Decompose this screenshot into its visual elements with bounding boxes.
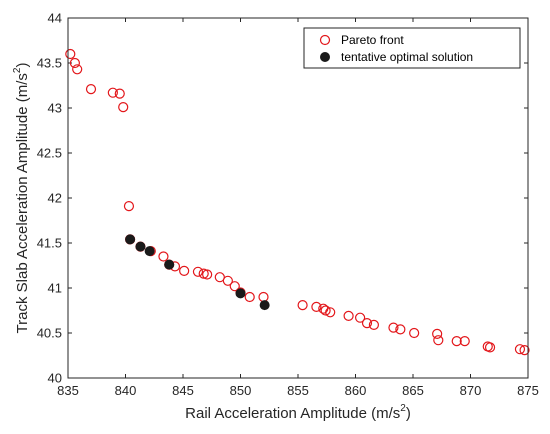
pareto-point bbox=[320, 305, 331, 316]
legend-label-tentative-optimal: tentative optimal solution bbox=[341, 50, 473, 64]
pareto-point bbox=[451, 336, 462, 347]
data-markers bbox=[65, 48, 530, 356]
pareto-point bbox=[343, 310, 354, 321]
pareto-point bbox=[192, 266, 204, 277]
pareto-point bbox=[202, 269, 213, 280]
pareto-point bbox=[388, 322, 399, 333]
pareto-point bbox=[514, 344, 526, 355]
pareto-point bbox=[222, 275, 233, 286]
y-tick-label: 42.5 bbox=[37, 146, 62, 161]
legend-label-pareto-front: Pareto front bbox=[341, 33, 404, 47]
pareto-point bbox=[368, 319, 379, 330]
pareto-point bbox=[361, 318, 373, 329]
pareto-point bbox=[229, 281, 240, 292]
pareto-point bbox=[118, 101, 129, 113]
pareto-point bbox=[158, 251, 169, 262]
pareto-point bbox=[85, 83, 97, 95]
plot-area bbox=[68, 18, 528, 378]
y-tick-label: 44 bbox=[48, 11, 62, 26]
x-tick-label: 870 bbox=[460, 383, 482, 398]
pareto-point bbox=[432, 328, 443, 339]
y-tick-label: 43.5 bbox=[37, 56, 62, 71]
optimal-solution-point bbox=[235, 288, 246, 299]
tick-labels: 835 840 845 850 855 860 865 870 875 40 40.5 41 41.5 4… bbox=[37, 11, 539, 399]
y-tick-label: 42 bbox=[48, 191, 62, 206]
x-tick-label: 875 bbox=[517, 383, 539, 398]
legend-marker-pareto-front bbox=[319, 34, 331, 46]
optimal-solution-point bbox=[259, 300, 270, 311]
y-tick-label: 41.5 bbox=[37, 236, 62, 251]
y-axis-label: Track Slab Acceleration Amplitude (m/s2) bbox=[12, 63, 31, 334]
pareto-point bbox=[484, 342, 496, 353]
pareto-point bbox=[297, 300, 308, 311]
legend-marker-tentative-optimal bbox=[320, 52, 330, 62]
pareto-point bbox=[123, 201, 135, 212]
x-tick-label: 860 bbox=[345, 383, 367, 398]
pareto-point bbox=[519, 345, 530, 356]
optimal-solution-point bbox=[125, 234, 136, 245]
x-tick-label: 865 bbox=[402, 383, 424, 398]
pareto-point bbox=[114, 88, 125, 99]
pareto-point bbox=[69, 57, 81, 69]
y-tick-label: 43 bbox=[48, 101, 62, 116]
pareto-point bbox=[409, 327, 420, 339]
legend: Pareto front tentative optimal solution bbox=[303, 27, 521, 69]
y-tick-label: 40 bbox=[48, 371, 62, 386]
pareto-point bbox=[311, 301, 322, 312]
x-axis-label: Rail Acceleration Amplitude (m/s2) bbox=[185, 403, 411, 422]
pareto-point bbox=[459, 336, 470, 347]
x-tick-label: 845 bbox=[172, 383, 194, 398]
pareto-point bbox=[244, 291, 255, 303]
pareto-point bbox=[107, 87, 118, 98]
pareto-point bbox=[72, 64, 83, 75]
optimal-solution-point bbox=[164, 259, 175, 270]
y-tick-label: 40.5 bbox=[37, 326, 62, 341]
pareto-point bbox=[355, 312, 366, 323]
pareto-point bbox=[433, 335, 444, 346]
pareto-point bbox=[395, 324, 406, 335]
x-tick-label: 835 bbox=[57, 383, 79, 398]
pareto-point bbox=[65, 48, 76, 60]
plot-frame bbox=[67, 17, 529, 379]
optimal-solution-point bbox=[144, 246, 155, 257]
optimal-solution-point bbox=[135, 241, 146, 252]
x-tick-label: 840 bbox=[115, 383, 137, 398]
pareto-point bbox=[179, 265, 190, 276]
series-tentative-optimal bbox=[125, 234, 270, 311]
pareto-point bbox=[325, 307, 336, 318]
x-tick-label: 850 bbox=[230, 383, 252, 398]
y-tick-label: 41 bbox=[48, 281, 62, 296]
x-tick-label: 855 bbox=[287, 383, 309, 398]
legend-box bbox=[303, 27, 521, 69]
